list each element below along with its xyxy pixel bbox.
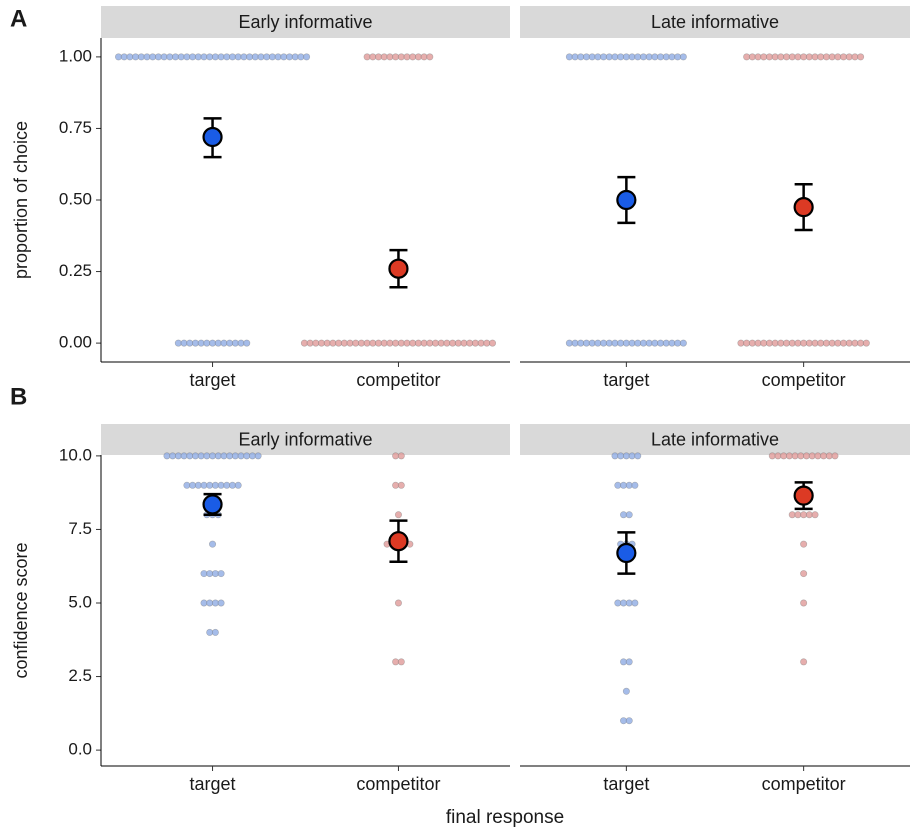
facet-title: Early informative — [238, 429, 372, 449]
x-tick-label: target — [190, 774, 236, 794]
mean-point — [202, 494, 223, 515]
response-dot — [831, 452, 839, 460]
response-dot — [209, 540, 217, 548]
y-tick-label: 2.5 — [68, 666, 92, 685]
x-tick-label: target — [603, 774, 649, 794]
response-dot — [679, 53, 687, 61]
response-dot — [862, 339, 870, 347]
x-tick-label: target — [190, 370, 236, 390]
response-dot — [625, 658, 633, 666]
response-dot — [426, 53, 434, 61]
x-axis-title: final response — [446, 807, 564, 828]
facet-title: Late informative — [651, 429, 779, 449]
response-dot — [800, 570, 808, 578]
response-dot — [234, 481, 242, 489]
mean-point — [202, 126, 223, 148]
facet-title: Late informative — [651, 12, 779, 32]
response-dot — [217, 599, 225, 607]
panel-label: B — [10, 383, 27, 410]
facet-strip — [520, 424, 910, 455]
facet-strip — [520, 6, 910, 38]
response-dot — [211, 628, 219, 636]
response-dot — [625, 511, 633, 519]
response-dot — [679, 339, 687, 347]
mean-point — [616, 189, 637, 211]
response-dot — [625, 717, 633, 725]
y-tick-label: 7.5 — [68, 519, 92, 538]
mean-point — [616, 542, 637, 564]
x-tick-label: competitor — [356, 370, 440, 390]
response-dot — [800, 540, 808, 548]
response-dot — [303, 53, 311, 61]
x-tick-label: competitor — [762, 774, 846, 794]
facet-strip — [101, 424, 510, 455]
x-tick-label: competitor — [762, 370, 846, 390]
response-dot — [397, 452, 405, 460]
response-dot — [243, 339, 251, 347]
y-tick-label: 0.00 — [59, 333, 92, 352]
y-tick-label: 10.0 — [59, 445, 92, 464]
response-dot — [254, 452, 262, 460]
y-tick-label: 1.00 — [59, 46, 92, 65]
x-tick-label: competitor — [356, 774, 440, 794]
x-tick-label: target — [603, 370, 649, 390]
mean-point — [388, 531, 409, 552]
response-dot — [397, 658, 405, 666]
panel-label: A — [10, 5, 27, 32]
y-tick-label: 0.25 — [59, 261, 92, 280]
facet-strip — [101, 6, 510, 38]
response-dot — [857, 53, 865, 61]
response-dot — [800, 599, 808, 607]
response-dot — [800, 658, 808, 666]
response-dot — [489, 339, 497, 347]
y-tick-label: 0.75 — [59, 118, 92, 137]
response-dot — [631, 599, 639, 607]
response-dot — [217, 570, 225, 578]
response-dot — [394, 511, 402, 519]
y-tick-label: 0.50 — [59, 189, 92, 208]
facet-title: Early informative — [238, 12, 372, 32]
response-dot — [397, 481, 405, 489]
response-dot — [811, 511, 819, 519]
response-dot — [631, 481, 639, 489]
y-tick-label: 5.0 — [68, 592, 92, 611]
mean-point — [793, 485, 814, 506]
response-dot — [622, 687, 630, 695]
response-dot — [634, 452, 642, 460]
y-tick-label: 0.0 — [68, 740, 92, 759]
mean-point — [793, 197, 814, 218]
y-axis-title: proportion of choice — [11, 121, 31, 279]
mean-point — [388, 258, 409, 279]
response-dot — [394, 599, 402, 607]
y-axis-title: confidence score — [11, 542, 31, 678]
